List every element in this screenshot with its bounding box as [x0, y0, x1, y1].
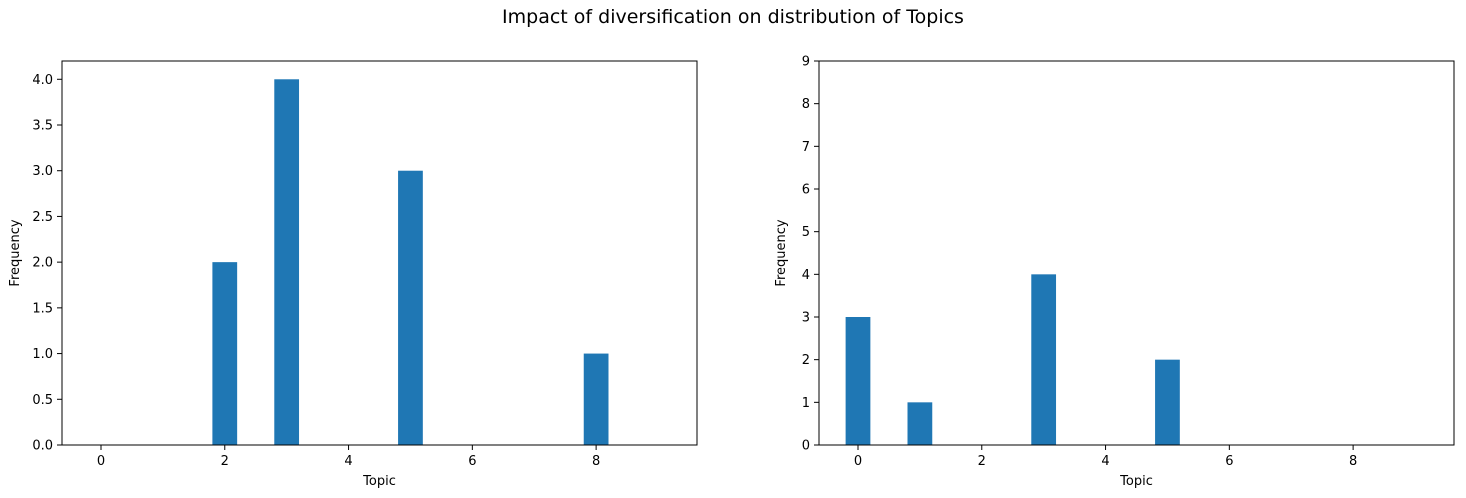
y-tick-label: 3.5 [32, 119, 53, 134]
y-axis-label: Frequency [774, 219, 789, 286]
bar-topic-5 [1155, 359, 1180, 445]
y-tick-label: 9 [802, 55, 810, 70]
figure-suptitle: Impact of diversification on distributio… [502, 6, 964, 28]
y-tick-label: 2.0 [32, 256, 53, 271]
y-tick-label: 3.0 [32, 164, 53, 179]
bar-topic-8 [583, 353, 609, 445]
bar-topic-2 [212, 262, 238, 445]
y-tick-label: 1 [802, 396, 810, 411]
x-tick-label: 6 [1225, 454, 1233, 469]
x-tick-label: 6 [468, 454, 476, 469]
y-tick-label: 2.5 [32, 210, 53, 225]
y-tick-label: 0.5 [32, 393, 53, 408]
y-tick-label: 2 [802, 353, 810, 368]
y-tick-label: 8 [802, 97, 810, 112]
x-tick-label: 4 [1101, 454, 1109, 469]
y-tick-label: 4.0 [32, 73, 53, 88]
y-tick-label: 6 [802, 183, 810, 198]
y-tick-label: 7 [802, 140, 810, 155]
x-tick-label: 4 [344, 454, 352, 469]
y-tick-label: 4 [802, 268, 810, 283]
bar-topic-3 [274, 79, 300, 446]
x-tick-label: 2 [978, 454, 986, 469]
y-tick-label: 0.0 [32, 439, 53, 454]
bar-topic-1 [907, 402, 933, 445]
y-axis-label: Frequency [8, 219, 23, 286]
x-tick-label: 0 [97, 454, 105, 469]
x-tick-label: 8 [1349, 454, 1357, 469]
bar-topic-3 [1031, 274, 1057, 445]
x-tick-label: 2 [221, 454, 229, 469]
y-tick-label: 3 [802, 311, 810, 326]
y-tick-label: 1.5 [32, 301, 53, 316]
y-tick-label: 5 [802, 225, 810, 240]
bar-topic-5 [398, 170, 423, 445]
x-axis-label: Topic [362, 474, 396, 489]
x-tick-label: 8 [592, 454, 600, 469]
chart-left: 0 2 4 6 8 0.0 0.5 1.0 1.5 2.0 2.5 3.0 3.5 4.0 Topic Fre… [8, 60, 698, 489]
plot-frame [818, 60, 1455, 446]
x-tick-label: 0 [854, 454, 862, 469]
y-tick-label: 0 [802, 439, 810, 454]
y-tick-label: 1.0 [32, 347, 53, 362]
plot-frame [61, 60, 698, 446]
bar-topic-0 [845, 317, 871, 445]
chart-right: 0 2 4 6 8 0 1 2 3 4 5 6 7 8 9 Topic Frequency [774, 55, 1455, 489]
x-axis-label: Topic [1119, 474, 1153, 489]
